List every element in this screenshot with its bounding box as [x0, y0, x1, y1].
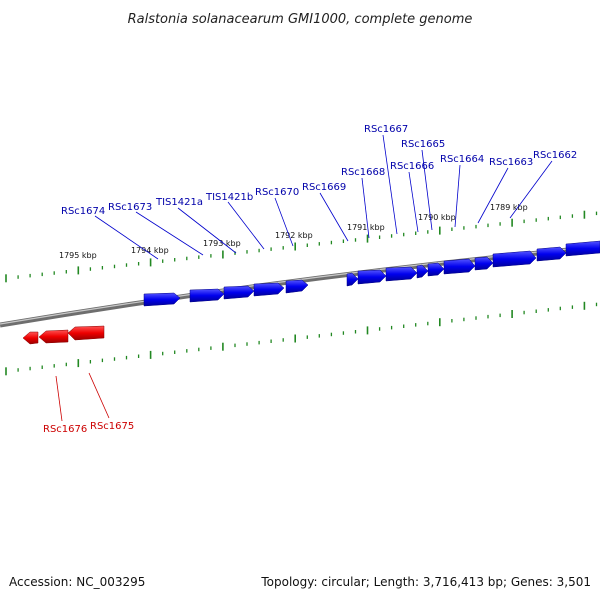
reverse-gene-labels: RSc1676 RSc1675: [43, 421, 134, 435]
gene-arrow-forward[interactable]: [189, 288, 225, 303]
kbp-label: 1791 kbp: [347, 223, 385, 232]
gene-arrow-forward[interactable]: [492, 250, 537, 268]
kbp-label: 1795 kbp: [59, 251, 97, 260]
forward-label-lines: [94, 134, 553, 260]
gene-arrow-reverse[interactable]: [67, 325, 105, 341]
gene-arrow-forward[interactable]: [357, 269, 387, 285]
gene-arrow-forward[interactable]: [223, 285, 255, 300]
gene-arrow-forward[interactable]: [253, 282, 285, 297]
gene-arrow-forward[interactable]: [143, 292, 181, 307]
gene-arrow-forward[interactable]: [285, 279, 309, 294]
leader-line: [382, 134, 398, 235]
leader-line: [454, 164, 461, 228]
gene-label-forward[interactable]: RSc1668: [341, 167, 385, 178]
gene-arrow-reverse[interactable]: [38, 329, 69, 344]
leader-line: [319, 192, 349, 242]
leader-line: [94, 215, 159, 260]
gene-label-forward[interactable]: RSc1674: [61, 206, 105, 217]
gene-label-forward[interactable]: RSc1667: [364, 124, 408, 135]
leader-line: [135, 211, 204, 256]
leader-line: [177, 207, 237, 254]
gene-arrow-forward[interactable]: [427, 262, 445, 277]
leader-line: [477, 167, 509, 224]
gene-label-forward[interactable]: RSc1670: [255, 187, 299, 198]
gene-label-reverse[interactable]: RSc1675: [90, 421, 134, 432]
gene-arrow-forward[interactable]: [443, 258, 476, 275]
kbp-labels: 1795 kbp 1794 kbp 1793 kbp 1792 kbp 1791…: [59, 203, 528, 260]
gene-label-forward[interactable]: RSc1664: [440, 154, 484, 165]
gene-label-reverse[interactable]: RSc1676: [43, 424, 87, 435]
leader-line: [55, 375, 63, 422]
gene-label-forward[interactable]: TIS1421b: [205, 192, 253, 203]
gene-arrow-forward[interactable]: [346, 272, 359, 287]
leader-line: [509, 160, 553, 219]
gene-arrow-reverse[interactable]: [22, 331, 39, 345]
leader-line: [408, 171, 419, 233]
leader-line: [421, 149, 433, 231]
kbp-label: 1793 kbp: [203, 239, 241, 248]
leader-line: [274, 197, 294, 247]
map-title: Ralstonia solanacearum GMI1000, complete…: [128, 12, 473, 27]
gene-label-forward[interactable]: RSc1666: [390, 161, 434, 172]
lower-tick-ruler: [5, 301, 598, 376]
leader-line: [227, 201, 265, 250]
leader-line: [88, 372, 110, 419]
genome-stats-text: Topology: circular; Length: 3,716,413 bp…: [260, 575, 591, 589]
kbp-label: 1792 kbp: [275, 231, 313, 240]
gene-arrow-forward[interactable]: [565, 240, 600, 257]
forward-gene-labels: RSc1674 RSc1673 TIS1421a TIS1421b RSc167…: [61, 124, 577, 217]
accession-text: Accession: NC_003295: [9, 575, 145, 589]
reverse-genes: [22, 325, 105, 345]
kbp-label: 1790 kbp: [418, 213, 456, 222]
gene-arrow-forward[interactable]: [385, 266, 418, 282]
leader-line: [361, 177, 370, 239]
kbp-label: 1794 kbp: [131, 246, 169, 255]
forward-genes: [143, 240, 600, 307]
gene-arrow-forward[interactable]: [536, 246, 567, 262]
upper-tick-ruler: [5, 210, 598, 283]
gene-label-forward[interactable]: RSc1669: [302, 182, 346, 193]
gene-arrow-forward[interactable]: [416, 264, 429, 279]
reverse-label-lines: [55, 372, 110, 422]
gene-label-forward[interactable]: TIS1421a: [155, 197, 203, 208]
gene-arrow-forward[interactable]: [474, 256, 494, 271]
gene-label-forward[interactable]: RSc1663: [489, 157, 533, 168]
gene-label-forward[interactable]: RSc1665: [401, 139, 445, 150]
gene-label-forward[interactable]: RSc1673: [108, 202, 152, 213]
kbp-label: 1789 kbp: [490, 203, 528, 212]
gene-label-forward[interactable]: RSc1662: [533, 150, 577, 161]
